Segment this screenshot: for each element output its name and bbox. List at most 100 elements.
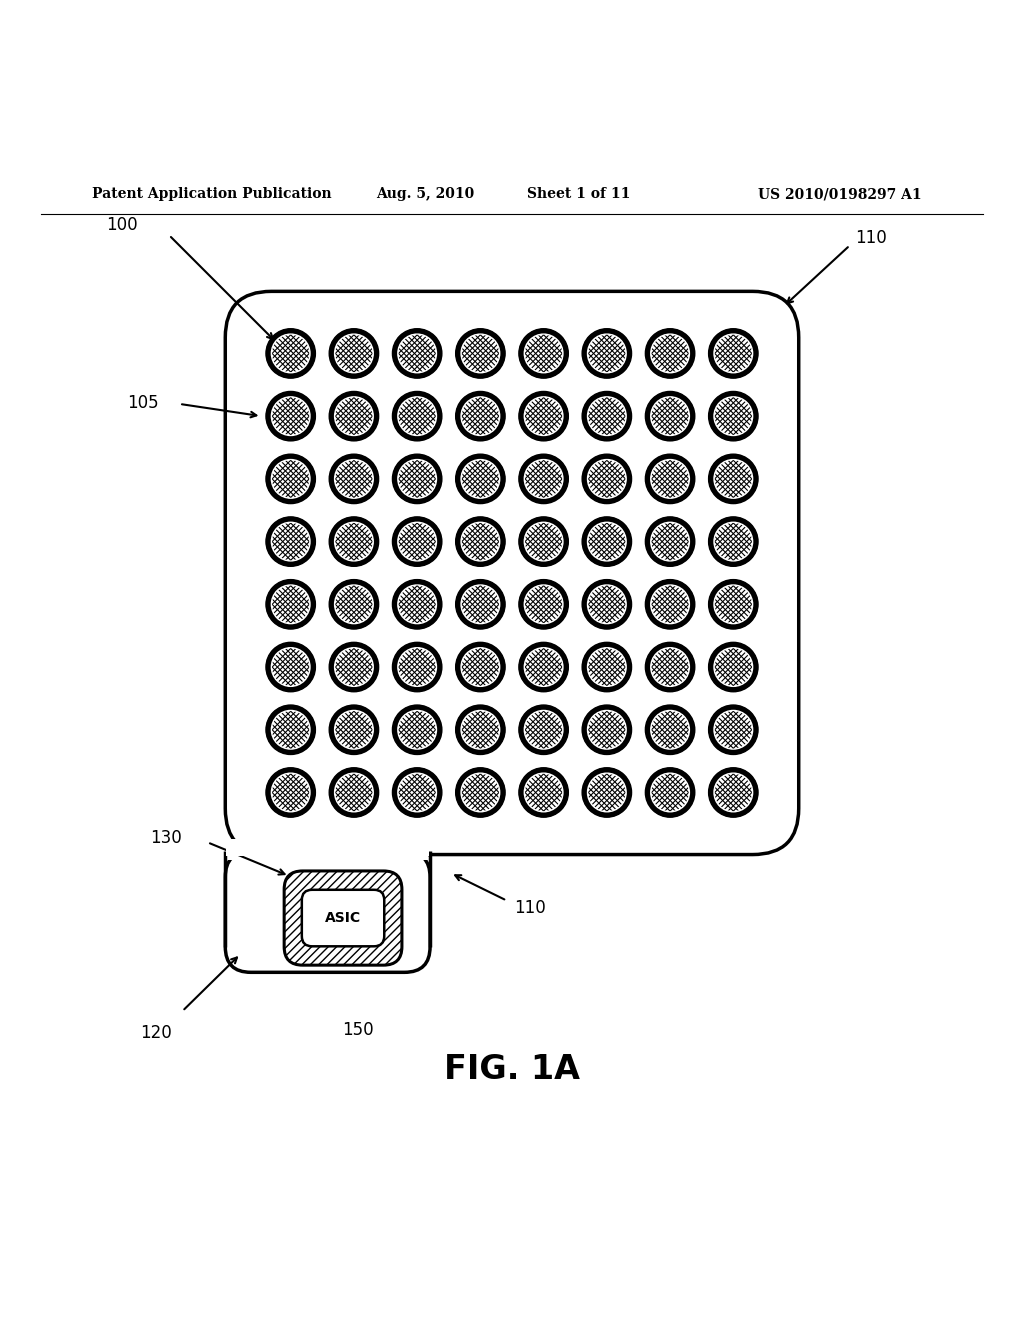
Circle shape <box>393 329 441 378</box>
Circle shape <box>266 517 314 566</box>
FancyBboxPatch shape <box>285 871 401 965</box>
Text: 105: 105 <box>127 393 159 412</box>
Circle shape <box>266 706 314 754</box>
Circle shape <box>710 768 758 817</box>
Circle shape <box>461 648 500 686</box>
Circle shape <box>646 643 694 692</box>
Circle shape <box>398 397 436 436</box>
Circle shape <box>461 710 500 748</box>
Circle shape <box>457 581 505 628</box>
Circle shape <box>710 581 758 628</box>
Circle shape <box>583 329 631 378</box>
Text: Aug. 5, 2010: Aug. 5, 2010 <box>376 187 474 201</box>
Text: Patent Application Publication: Patent Application Publication <box>92 187 332 201</box>
Circle shape <box>583 706 631 754</box>
Circle shape <box>524 459 563 498</box>
Circle shape <box>710 454 758 503</box>
Circle shape <box>461 585 500 623</box>
Circle shape <box>457 392 505 441</box>
Circle shape <box>330 517 378 566</box>
Circle shape <box>583 392 631 441</box>
Circle shape <box>651 648 689 686</box>
Circle shape <box>393 706 441 754</box>
Circle shape <box>588 710 626 748</box>
Circle shape <box>710 392 758 441</box>
Circle shape <box>335 648 373 686</box>
Circle shape <box>583 517 631 566</box>
Circle shape <box>646 392 694 441</box>
Text: 110: 110 <box>514 899 546 917</box>
Circle shape <box>646 517 694 566</box>
Circle shape <box>519 517 567 566</box>
Circle shape <box>583 454 631 503</box>
Circle shape <box>588 648 626 686</box>
Text: ASIC: ASIC <box>325 911 361 925</box>
Circle shape <box>583 768 631 817</box>
Circle shape <box>393 517 441 566</box>
Circle shape <box>714 774 753 812</box>
Circle shape <box>398 523 436 561</box>
Circle shape <box>271 774 310 812</box>
Circle shape <box>330 454 378 503</box>
Bar <box>226 845 429 855</box>
Circle shape <box>524 585 563 623</box>
Circle shape <box>519 768 567 817</box>
Circle shape <box>271 523 310 561</box>
Circle shape <box>330 706 378 754</box>
Circle shape <box>714 459 753 498</box>
Circle shape <box>588 334 626 372</box>
Circle shape <box>646 454 694 503</box>
Circle shape <box>519 329 567 378</box>
Circle shape <box>393 768 441 817</box>
Circle shape <box>588 459 626 498</box>
Circle shape <box>335 774 373 812</box>
Circle shape <box>393 454 441 503</box>
Circle shape <box>714 523 753 561</box>
Circle shape <box>710 643 758 692</box>
Circle shape <box>524 523 563 561</box>
Circle shape <box>583 581 631 628</box>
Circle shape <box>271 334 310 372</box>
Text: 110: 110 <box>855 230 887 247</box>
Circle shape <box>461 334 500 372</box>
Circle shape <box>457 454 505 503</box>
Text: 100: 100 <box>106 215 138 234</box>
Circle shape <box>398 459 436 498</box>
Circle shape <box>398 334 436 372</box>
Circle shape <box>330 581 378 628</box>
Circle shape <box>330 329 378 378</box>
Text: 150: 150 <box>343 1022 374 1039</box>
Circle shape <box>646 329 694 378</box>
Circle shape <box>651 397 689 436</box>
Circle shape <box>335 585 373 623</box>
Circle shape <box>330 768 378 817</box>
Circle shape <box>524 397 563 436</box>
Circle shape <box>461 459 500 498</box>
Circle shape <box>271 710 310 748</box>
Circle shape <box>583 643 631 692</box>
Circle shape <box>330 392 378 441</box>
Text: 120: 120 <box>140 1023 172 1041</box>
Circle shape <box>457 329 505 378</box>
Circle shape <box>519 643 567 692</box>
Circle shape <box>335 397 373 436</box>
Circle shape <box>519 392 567 441</box>
Circle shape <box>710 329 758 378</box>
Circle shape <box>335 459 373 498</box>
FancyBboxPatch shape <box>302 890 384 946</box>
Circle shape <box>519 454 567 503</box>
Text: Sheet 1 of 11: Sheet 1 of 11 <box>527 187 630 201</box>
Circle shape <box>330 643 378 692</box>
Circle shape <box>398 648 436 686</box>
Circle shape <box>461 397 500 436</box>
Circle shape <box>266 643 314 692</box>
Circle shape <box>271 459 310 498</box>
Circle shape <box>588 774 626 812</box>
Circle shape <box>651 459 689 498</box>
Circle shape <box>266 454 314 503</box>
Circle shape <box>461 523 500 561</box>
Circle shape <box>519 581 567 628</box>
Circle shape <box>335 710 373 748</box>
Text: FIG. 1A: FIG. 1A <box>444 1053 580 1086</box>
Circle shape <box>393 643 441 692</box>
